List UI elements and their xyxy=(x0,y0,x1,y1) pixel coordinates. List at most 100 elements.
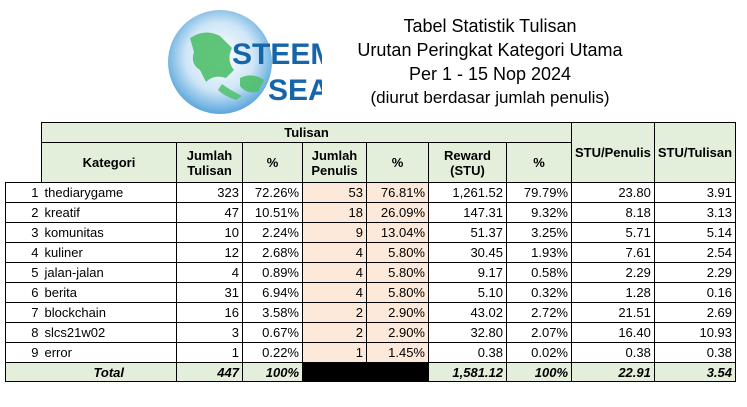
table-row: 7 blockchain 16 3.58% 2 2.90% 43.02 2.72% 21.51 2… xyxy=(5,302,737,323)
row-reward: 43.02 xyxy=(428,302,507,323)
total-label: Total xyxy=(41,362,177,382)
row-stu-tulisan: 2.54 xyxy=(653,242,737,263)
row-stu-tulisan: 0.38 xyxy=(653,342,737,363)
header-pct-tulisan: % xyxy=(242,142,303,183)
row-pct-reward: 0.32% xyxy=(506,282,572,303)
row-number: 4 xyxy=(5,242,42,263)
row-stu-tulisan: 3.13 xyxy=(653,202,737,223)
row-tulisan: 31 xyxy=(176,282,243,303)
total-stu-tulisan: 3.54 xyxy=(653,362,737,382)
row-kategori: thediarygame xyxy=(41,182,177,203)
globe-icon: STEEM SEA xyxy=(168,10,335,114)
row-reward: 5.10 xyxy=(428,282,507,303)
row-pct-tulisan: 72.26% xyxy=(242,182,303,203)
row-reward: 30.45 xyxy=(428,242,507,263)
header-pct-reward: % xyxy=(506,142,572,183)
table-row: 3 komunitas 10 2.24% 9 13.04% 51.37 3.25% 5.71 5.… xyxy=(5,222,737,243)
header-kategori: Kategori xyxy=(41,142,177,183)
row-pct-reward: 2.72% xyxy=(506,302,572,323)
row-number: 3 xyxy=(5,222,42,243)
row-penulis: 53 xyxy=(302,182,367,203)
row-number: 7 xyxy=(5,302,42,323)
row-stu-penulis: 23.80 xyxy=(571,182,655,203)
row-pct-penulis: 26.09% xyxy=(366,202,429,223)
total-pct-tulisan: 100% xyxy=(242,362,303,382)
row-stu-penulis: 0.38 xyxy=(571,342,655,363)
row-pct-tulisan: 0.89% xyxy=(242,262,303,283)
row-kategori: slcs21w02 xyxy=(41,322,177,343)
row-pct-reward: 79.79% xyxy=(506,182,572,203)
row-penulis: 2 xyxy=(302,302,367,323)
header-jumlah-tulisan: Jumlah Tulisan xyxy=(176,142,243,183)
row-number: 6 xyxy=(5,282,42,303)
corner-cell xyxy=(5,122,42,183)
row-penulis: 9 xyxy=(302,222,367,243)
row-pct-penulis: 1.45% xyxy=(366,342,429,363)
total-pct-reward: 100% xyxy=(506,362,572,382)
row-reward: 9.17 xyxy=(428,262,507,283)
row-pct-penulis: 2.90% xyxy=(366,302,429,323)
row-kategori: blockchain xyxy=(41,302,177,323)
row-pct-penulis: 5.80% xyxy=(366,262,429,283)
row-number: 2 xyxy=(5,202,42,223)
row-penulis: 18 xyxy=(302,202,367,223)
row-pct-tulisan: 3.58% xyxy=(242,302,303,323)
table-row: 4 kuliner 12 2.68% 4 5.80% 30.45 1.93% 7.61 2.54 xyxy=(5,242,737,263)
title-line-1: Tabel Statistik Tulisan xyxy=(403,16,577,36)
group-header-tulisan: Tulisan xyxy=(41,122,572,143)
row-tulisan: 323 xyxy=(176,182,243,203)
total-tulisan: 447 xyxy=(176,362,243,382)
row-penulis: 4 xyxy=(302,282,367,303)
row-pct-reward: 1.93% xyxy=(506,242,572,263)
total-penulis-blackout xyxy=(302,362,429,382)
table-row: 8 slcs21w02 3 0.67% 2 2.90% 32.80 2.07% 16.40 10.… xyxy=(5,322,737,343)
total-row: Total 447 100% 1,581.12 100% 22.91 3.54 xyxy=(5,362,737,382)
title-line-2: Urutan Peringkat Kategori Utama xyxy=(357,40,623,60)
title-line-3: Per 1 - 15 Nop 2024 xyxy=(408,64,572,84)
row-stu-tulisan: 0.16 xyxy=(653,282,737,303)
header-stu-penulis: STU/Penulis xyxy=(571,122,655,183)
row-pct-reward: 0.58% xyxy=(506,262,572,283)
row-stu-penulis: 7.61 xyxy=(571,242,655,263)
row-penulis: 4 xyxy=(302,242,367,263)
title-block: Tabel Statistik Tulisan Urutan Peringkat… xyxy=(330,14,650,110)
statistics-table: Tulisan STU/Penulis STU/Tulisan Kategori… xyxy=(5,122,737,382)
row-kategori: komunitas xyxy=(41,222,177,243)
row-pct-penulis: 5.80% xyxy=(366,282,429,303)
row-stu-tulisan: 5.14 xyxy=(653,222,737,243)
row-tulisan: 16 xyxy=(176,302,243,323)
row-kategori: error xyxy=(41,342,177,363)
row-stu-tulisan: 3.91 xyxy=(653,182,737,203)
table-row: 2 kreatif 47 10.51% 18 26.09% 147.31 9.32% 8.18 3… xyxy=(5,202,737,223)
row-kategori: berita xyxy=(41,282,177,303)
row-pct-tulisan: 2.68% xyxy=(242,242,303,263)
steem-sea-logo: STEEM SEA xyxy=(160,8,335,116)
header-reward: Reward (STU) xyxy=(428,142,507,183)
row-tulisan: 10 xyxy=(176,222,243,243)
row-stu-penulis: 8.18 xyxy=(571,202,655,223)
row-reward: 51.37 xyxy=(428,222,507,243)
row-pct-penulis: 5.80% xyxy=(366,242,429,263)
row-stu-penulis: 2.29 xyxy=(571,262,655,283)
row-pct-penulis: 76.81% xyxy=(366,182,429,203)
row-pct-penulis: 2.90% xyxy=(366,322,429,343)
row-pct-tulisan: 6.94% xyxy=(242,282,303,303)
row-number: 9 xyxy=(5,342,42,363)
row-reward: 1,261.52 xyxy=(428,182,507,203)
row-stu-tulisan: 2.29 xyxy=(653,262,737,283)
row-pct-penulis: 13.04% xyxy=(366,222,429,243)
row-reward: 0.38 xyxy=(428,342,507,363)
header-stu-tulisan: STU/Tulisan xyxy=(653,122,737,183)
row-reward: 32.80 xyxy=(428,322,507,343)
header-jumlah-penulis: Jumlah Penulis xyxy=(302,142,367,183)
row-pct-reward: 0.02% xyxy=(506,342,572,363)
row-number: 8 xyxy=(5,322,42,343)
row-tulisan: 12 xyxy=(176,242,243,263)
row-tulisan: 47 xyxy=(176,202,243,223)
row-pct-tulisan: 0.67% xyxy=(242,322,303,343)
total-stu-penulis: 22.91 xyxy=(571,362,655,382)
title-line-4: (diurut berdasar jumlah penulis) xyxy=(370,88,610,107)
row-stu-tulisan: 10.93 xyxy=(653,322,737,343)
row-kategori: jalan-jalan xyxy=(41,262,177,283)
row-pct-reward: 9.32% xyxy=(506,202,572,223)
